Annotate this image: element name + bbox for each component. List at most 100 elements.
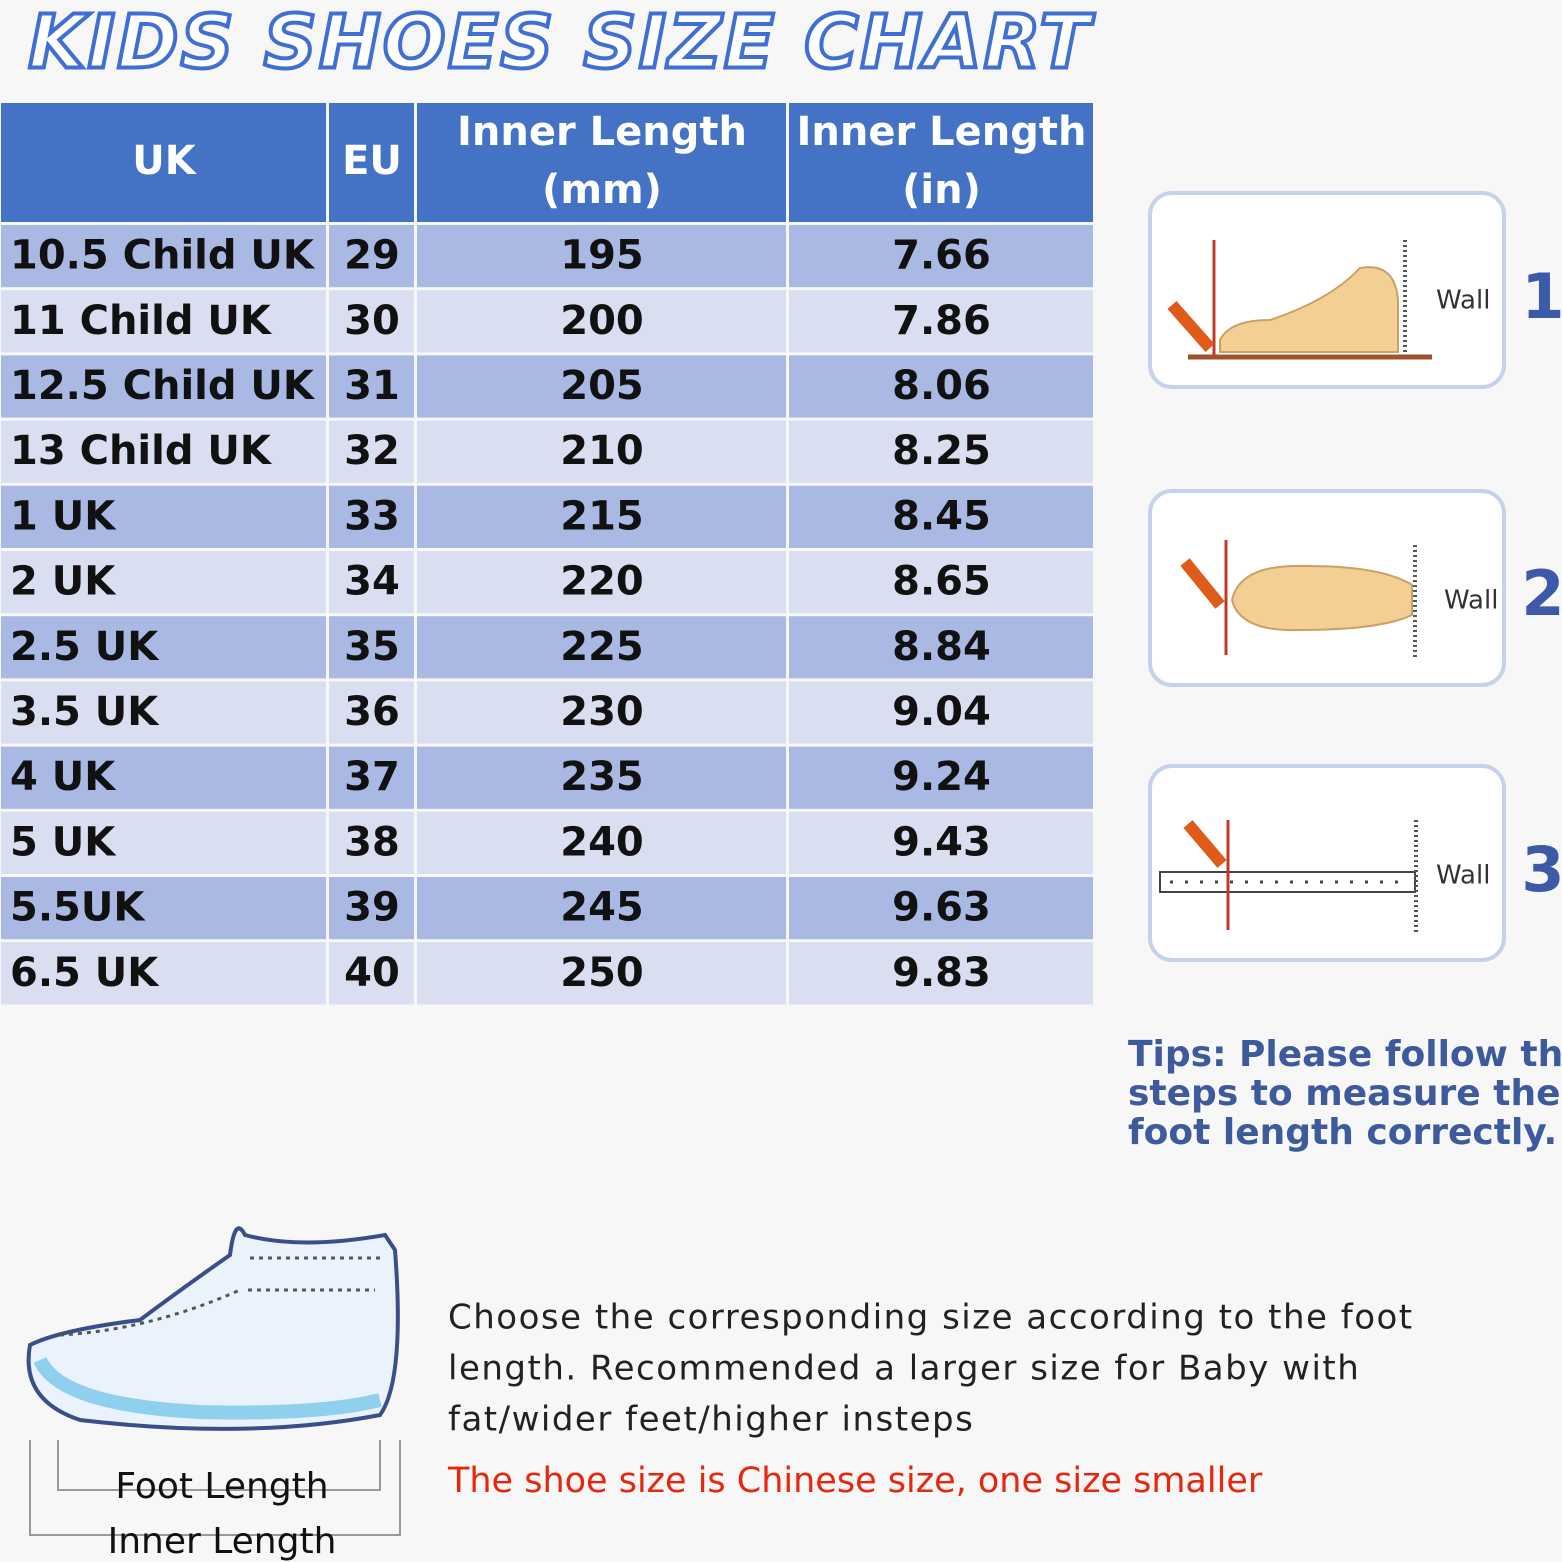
step-2: Wall 2 <box>1148 489 1562 687</box>
table-cell <box>1 225 326 288</box>
cell-text: 250 <box>560 950 644 996</box>
tips-line: Tips: Please follow the <box>1128 1034 1562 1075</box>
table-cell <box>329 877 414 940</box>
cell-text: 40 <box>344 950 400 996</box>
table-cell <box>329 485 414 548</box>
table-cell <box>789 290 1093 353</box>
inner-length-label: Inner Length <box>108 1521 337 1562</box>
table-cell <box>417 485 786 548</box>
header-cell <box>789 103 1093 222</box>
cell-text: 31 <box>344 363 400 409</box>
ruler <box>1159 871 1416 893</box>
cell-text: 215 <box>560 493 644 539</box>
table-cell <box>417 681 786 744</box>
cell-text: 210 <box>560 428 644 474</box>
cell-text: 34 <box>344 559 400 605</box>
header-text: Inner Length <box>457 109 747 155</box>
foot-length-label: Foot Length <box>115 1466 328 1507</box>
table-cell <box>329 355 414 418</box>
wall-label: Wall <box>1444 586 1498 616</box>
table-cell <box>1 616 326 679</box>
header-text: (mm) <box>542 167 662 213</box>
table-cell <box>1 746 326 809</box>
table-cell <box>789 811 1093 874</box>
table-cell <box>417 877 786 940</box>
shoe <box>26 1226 400 1431</box>
pencil <box>1180 558 1225 609</box>
cell-text: 39 <box>344 885 400 931</box>
cell-text: 8.25 <box>892 428 991 474</box>
wall-label: Wall <box>1436 286 1490 316</box>
cell-text: 30 <box>344 298 400 344</box>
pencil <box>1183 820 1227 868</box>
table-cell <box>789 485 1093 548</box>
cell-text: 9.24 <box>892 754 991 800</box>
table-cell <box>1 877 326 940</box>
cell-text: 5 UK <box>10 819 117 865</box>
cell-text: 33 <box>344 493 400 539</box>
table-cell <box>417 420 786 483</box>
step-1: Wall 1 <box>1148 191 1562 389</box>
cell-text: 1 UK <box>10 493 117 539</box>
cell-text: 29 <box>344 233 400 279</box>
table-cell <box>329 551 414 614</box>
description-line: length. Recommended a larger size for Ba… <box>448 1349 1360 1389</box>
header-text: (in) <box>902 167 981 213</box>
table-cell <box>417 746 786 809</box>
cell-text: 205 <box>560 363 644 409</box>
table-cell <box>329 225 414 288</box>
cell-text: 8.45 <box>892 493 991 539</box>
cell-text: 195 <box>560 233 644 279</box>
table-cell <box>329 942 414 1005</box>
cell-text: 8.06 <box>892 363 991 409</box>
table-cell <box>417 811 786 874</box>
cell-text: 230 <box>560 689 644 735</box>
table-cell <box>1 942 326 1005</box>
measure-brackets <box>29 1440 401 1536</box>
table-cell <box>1 355 326 418</box>
step-3: Wall 3 <box>1148 764 1562 962</box>
description-line: fat/wider feet/higher insteps <box>448 1400 974 1440</box>
table-cell <box>329 290 414 353</box>
table-cell <box>417 942 786 1005</box>
foot <box>1230 564 1413 632</box>
table-cell <box>329 746 414 809</box>
tips-line: steps to measure the <box>1128 1073 1561 1114</box>
header-text: UK <box>132 138 197 184</box>
table-cell <box>329 681 414 744</box>
table-cell <box>417 616 786 679</box>
table-cell <box>417 355 786 418</box>
table-cell <box>1 811 326 874</box>
cell-text: 240 <box>560 819 644 865</box>
cell-text: 8.84 <box>892 624 991 670</box>
description-line: Choose the corresponding size according … <box>448 1298 1414 1338</box>
tips-line: foot length correctly. <box>1128 1112 1557 1153</box>
cell-text: 9.43 <box>892 819 991 865</box>
table-cell <box>789 877 1093 940</box>
shoe-illustration: Foot Length Inner Length <box>26 1226 401 1562</box>
table-cell <box>417 225 786 288</box>
cell-text: 13 Child UK <box>10 428 273 474</box>
cell-text: 235 <box>560 754 644 800</box>
header-cell <box>417 103 786 222</box>
step-number: 3 <box>1521 833 1562 906</box>
table-cell <box>1 290 326 353</box>
cell-text: 11 Child UK <box>10 298 273 344</box>
cell-text: 2.5 UK <box>10 624 160 670</box>
table-cell <box>789 420 1093 483</box>
size-table: UK EU Inner Length (mm) Inner Length (in) 10.5… <box>1 103 1093 1005</box>
header-text: Inner Length <box>797 109 1087 155</box>
header-cell <box>1 103 326 222</box>
cell-text: 8.65 <box>892 559 991 605</box>
cell-text: 32 <box>344 428 400 474</box>
table-cell <box>789 616 1093 679</box>
table-cell <box>1 551 326 614</box>
cell-text: 6.5 UK <box>10 950 160 996</box>
cell-text: 4 UK <box>10 754 117 800</box>
table-cell <box>1 420 326 483</box>
table-cell <box>789 551 1093 614</box>
size-note: The shoe size is Chinese size, one size … <box>447 1461 1263 1501</box>
header-cell <box>329 103 414 222</box>
table-cell <box>789 681 1093 744</box>
